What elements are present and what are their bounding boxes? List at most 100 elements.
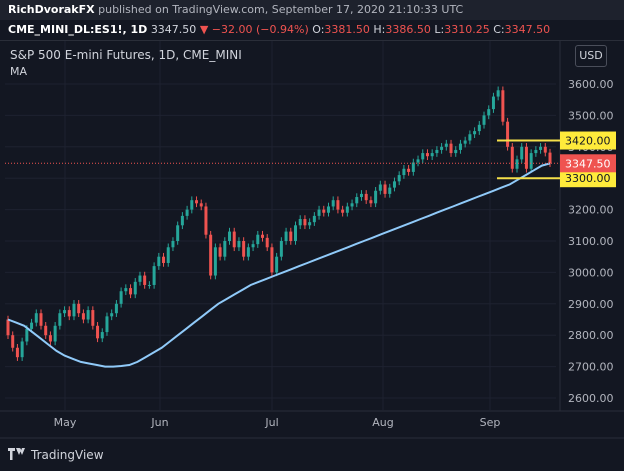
candle-body: [77, 303, 81, 314]
candle-body: [251, 244, 255, 248]
candle-body: [336, 200, 340, 210]
candle-body: [402, 168, 406, 176]
candle-body: [341, 209, 345, 213]
y-tick-label: 2900.00: [568, 298, 614, 311]
x-tick-label: Jul: [264, 416, 278, 429]
level-label-box: [560, 131, 616, 150]
candle-body: [261, 234, 265, 238]
candle-body: [388, 187, 392, 194]
candle-body: [20, 341, 24, 358]
level-label: 3300.00: [565, 172, 611, 185]
publication-info: published on TradingView.com, September …: [98, 3, 464, 16]
candle-body: [298, 219, 302, 226]
candle-body: [138, 275, 142, 282]
candle-body: [237, 241, 241, 248]
candle-body: [72, 303, 76, 317]
candle-body: [331, 200, 335, 207]
close-value: 3347.50: [504, 23, 551, 36]
y-tick-label: 3200.00: [568, 204, 614, 217]
current-price-label: 3347.50: [565, 157, 611, 170]
candle-body: [284, 231, 288, 241]
candle-body: [317, 209, 321, 216]
candle-body: [34, 313, 38, 323]
x-tick-label: May: [54, 416, 77, 429]
last-price: 3347.50: [150, 23, 197, 36]
candle-body: [15, 347, 19, 358]
brand-name: TradingView: [31, 448, 104, 462]
candle-body: [444, 143, 448, 147]
moving-average-line: [7, 162, 551, 368]
candle-body: [133, 281, 137, 295]
candle-body: [501, 90, 505, 122]
candle-body: [157, 256, 161, 267]
candle-body: [204, 206, 208, 235]
candle-body: [25, 328, 29, 342]
y-tick-label: 2700.00: [568, 361, 614, 374]
symbol-name[interactable]: CME_MINI_DL:ES1!, 1D: [8, 23, 148, 36]
level-label: 3420.00: [565, 135, 611, 148]
candle-body: [228, 231, 232, 241]
candle-body: [359, 193, 363, 198]
candle-body: [392, 181, 396, 188]
x-tick-label: Aug: [372, 416, 393, 429]
open-label: O:: [312, 23, 325, 36]
publication-bar: RichDvorakFX published on TradingView.co…: [0, 0, 624, 20]
candle-body: [152, 266, 156, 285]
tradingview-logo[interactable]: TradingView: [8, 446, 104, 464]
candle-body: [355, 197, 359, 204]
candle-body: [246, 247, 250, 257]
candle-body: [171, 241, 175, 248]
level-label-box: [560, 169, 616, 188]
candle-body: [6, 319, 10, 336]
candle-body: [213, 247, 217, 276]
candle-body: [303, 219, 307, 226]
candle-body: [496, 90, 500, 97]
price-chart[interactable]: 3600.003500.003400.003300.003200.003100.…: [0, 41, 624, 471]
chart-title: S&P 500 E-mini Futures, 1D, CME_MINI: [10, 48, 242, 62]
candle-body: [378, 184, 382, 191]
candle-body: [477, 124, 481, 132]
x-tick-label: Sep: [480, 416, 501, 429]
candle-body: [383, 184, 387, 194]
y-tick-label: 3000.00: [568, 266, 614, 279]
candle-body: [463, 140, 467, 144]
candle-body: [110, 313, 114, 317]
close-label: C:: [493, 23, 505, 36]
candle-body: [421, 153, 425, 160]
currency-button[interactable]: USD: [575, 45, 607, 67]
candle-body: [397, 175, 401, 182]
candle-body: [114, 303, 118, 314]
candle-body: [119, 291, 123, 304]
candle-body: [209, 234, 213, 276]
symbol-bar: CME_MINI_DL:ES1!, 1D 3347.50 ▼ −32.00 (−…: [0, 20, 624, 41]
candle-body: [345, 206, 349, 213]
candle-body: [308, 222, 312, 226]
candle-body: [515, 159, 519, 169]
low-value: 3310.25: [444, 23, 490, 36]
candle-body: [48, 335, 52, 342]
candle-body: [185, 209, 189, 216]
candle-body: [124, 288, 128, 292]
candle-body: [11, 335, 15, 348]
candle-body: [435, 149, 439, 154]
open-value: 3381.50: [324, 23, 370, 36]
candle-body: [482, 115, 486, 125]
candle-body: [256, 234, 260, 245]
candle-body: [232, 231, 236, 248]
low-label: L:: [434, 23, 445, 36]
high-value: 3386.50: [385, 23, 431, 36]
candle-body: [162, 256, 166, 263]
candle-body: [374, 190, 378, 204]
candle-body: [411, 162, 415, 172]
candle-body: [63, 310, 67, 314]
candle-body: [491, 96, 495, 110]
tradingview-logo-icon: [8, 448, 25, 460]
candle-body: [81, 313, 85, 320]
ma-indicator-label[interactable]: MA: [10, 65, 28, 78]
candle-body: [312, 215, 316, 223]
candle-body: [350, 203, 354, 207]
author-name[interactable]: RichDvorakFX: [8, 3, 95, 16]
y-tick-label: 3500.00: [568, 109, 614, 122]
candle-body: [506, 121, 510, 147]
candle-body: [67, 310, 71, 317]
